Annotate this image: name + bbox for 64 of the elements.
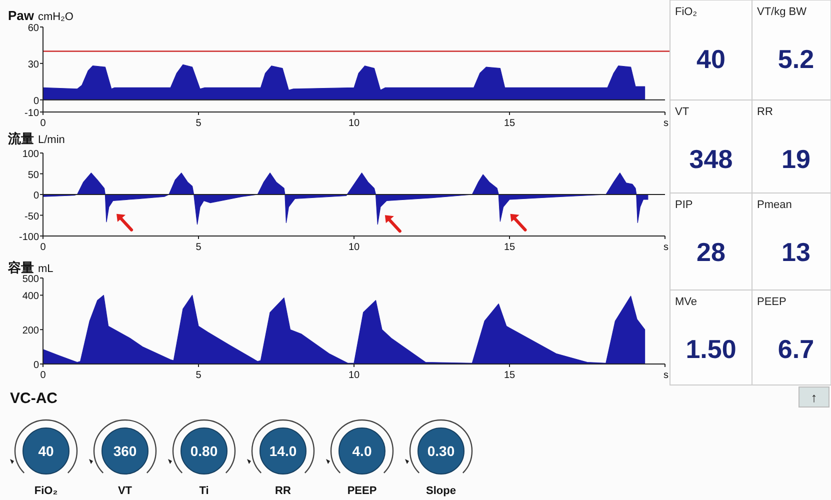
category-label: Slope <box>426 485 456 497</box>
category-label: VT/kg BW <box>757 6 808 18</box>
text: 348 <box>689 144 733 174</box>
category-label: RR <box>275 485 291 497</box>
category-label: FiO₂ <box>675 6 697 18</box>
category-label: PEEP <box>347 485 377 497</box>
y-tick-label: 400 <box>22 291 40 302</box>
x-tick-label: 5 <box>196 370 202 381</box>
text: ↑ <box>810 390 818 405</box>
y-tick-label: -50 <box>24 211 40 222</box>
category-label: VT <box>118 485 132 497</box>
y-tick-label: 0 <box>33 190 40 202</box>
y-tick-label: 0 <box>33 360 40 371</box>
text: 5.2 <box>778 44 814 74</box>
category-label: Pmean <box>757 199 792 211</box>
text: 40 <box>38 443 54 459</box>
x-tick-label: 5 <box>196 118 202 129</box>
y-tick-label: 500 <box>22 274 40 285</box>
category-label: PIP <box>675 199 693 211</box>
y-tick-label: 100 <box>22 149 40 160</box>
x-tick-label: 0 <box>40 370 46 381</box>
category-label: FiO₂ <box>34 485 58 497</box>
y-tick-label: 200 <box>22 326 40 337</box>
category-label: Ti <box>199 485 209 497</box>
y-axis-title: mL <box>38 263 54 275</box>
y-tick-label: -100 <box>18 232 40 243</box>
x-tick-label: 15 <box>504 242 516 253</box>
x-axis-title: s <box>664 370 668 381</box>
text: 360 <box>113 443 137 459</box>
y-tick-label: -10 <box>24 108 40 119</box>
category-label: RR <box>757 106 773 118</box>
chart-title: 容量 <box>7 260 34 275</box>
x-axis-title: s <box>664 118 668 129</box>
y-tick-label: 0 <box>33 96 40 107</box>
category-label: PEEP <box>757 296 786 308</box>
text: 1.50 <box>686 334 736 364</box>
text: 0.80 <box>190 443 218 459</box>
x-tick-label: 0 <box>40 118 46 129</box>
text: 0.30 <box>427 443 455 459</box>
y-tick-label: 60 <box>28 23 40 34</box>
x-tick-label: 10 <box>348 118 360 129</box>
chart-title: Paw <box>8 8 35 23</box>
x-tick-label: 5 <box>196 242 202 253</box>
category-label: MVe <box>675 296 698 308</box>
y-tick-label: 30 <box>28 59 40 70</box>
text: 28 <box>696 237 726 267</box>
y-tick-label: 50 <box>28 170 40 181</box>
chart-title: 流量 <box>7 131 34 146</box>
text: 6.7 <box>778 334 814 364</box>
x-axis-title: s <box>664 242 668 253</box>
text: VC-AC <box>10 390 58 407</box>
text: 13 <box>782 237 810 267</box>
text: 14.0 <box>269 443 297 459</box>
x-tick-label: 15 <box>504 370 516 381</box>
y-axis-title: L/min <box>38 134 65 146</box>
x-tick-label: 0 <box>40 242 46 253</box>
text: 4.0 <box>352 443 372 459</box>
x-tick-label: 10 <box>348 370 360 381</box>
y-axis-title: cmH₂O <box>38 11 74 23</box>
category-label: VT <box>675 106 690 118</box>
x-tick-label: 15 <box>504 118 516 129</box>
text: 19 <box>782 144 810 174</box>
text: 40 <box>696 44 726 74</box>
x-tick-label: 10 <box>348 242 360 253</box>
